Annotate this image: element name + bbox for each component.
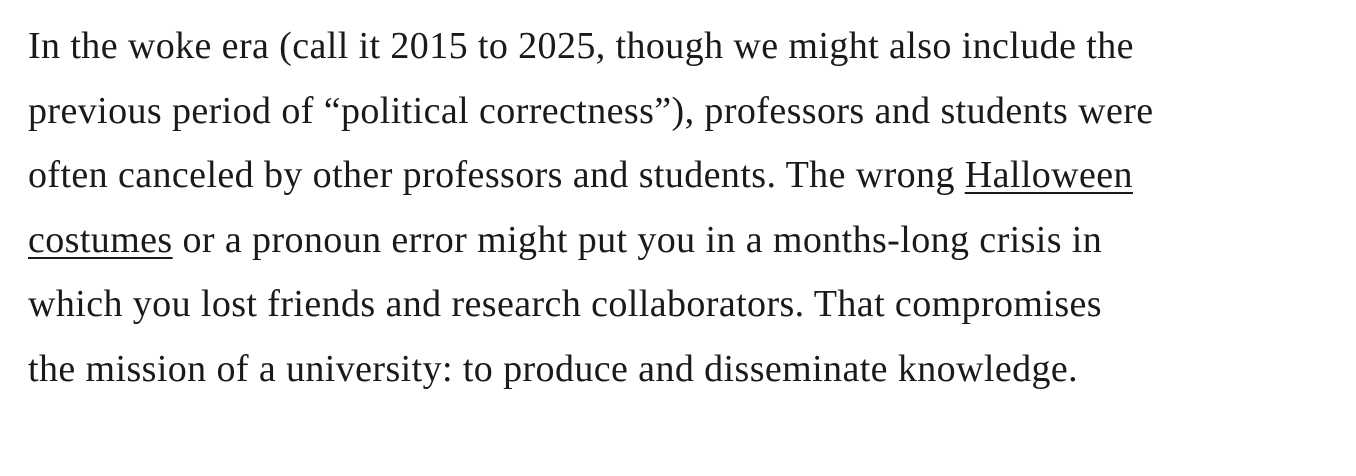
paragraph-line: In the woke era (call it 2015 to 2025, t… (28, 25, 1134, 67)
paragraph-line: costumes or a pronoun error might put yo… (28, 208, 1154, 273)
paragraph-line: often canceled by other professors and s… (28, 143, 1154, 208)
paragraph-line: the mission of a university: to produce … (28, 347, 1079, 390)
paragraph-text: often canceled by other professors and s… (28, 154, 965, 196)
paragraph-line: previous period of “political correctnes… (28, 89, 1154, 132)
paragraph-line: which you lost friends and research coll… (28, 283, 1102, 325)
article-paragraph: In the woke era (call it 2015 to 2025, t… (28, 14, 1154, 401)
halloween-costumes-link[interactable]: Halloween (964, 154, 1133, 196)
halloween-costumes-link-continued[interactable]: costumes (28, 218, 173, 261)
paragraph-text: or a pronoun error might put you in a mo… (172, 218, 1103, 261)
